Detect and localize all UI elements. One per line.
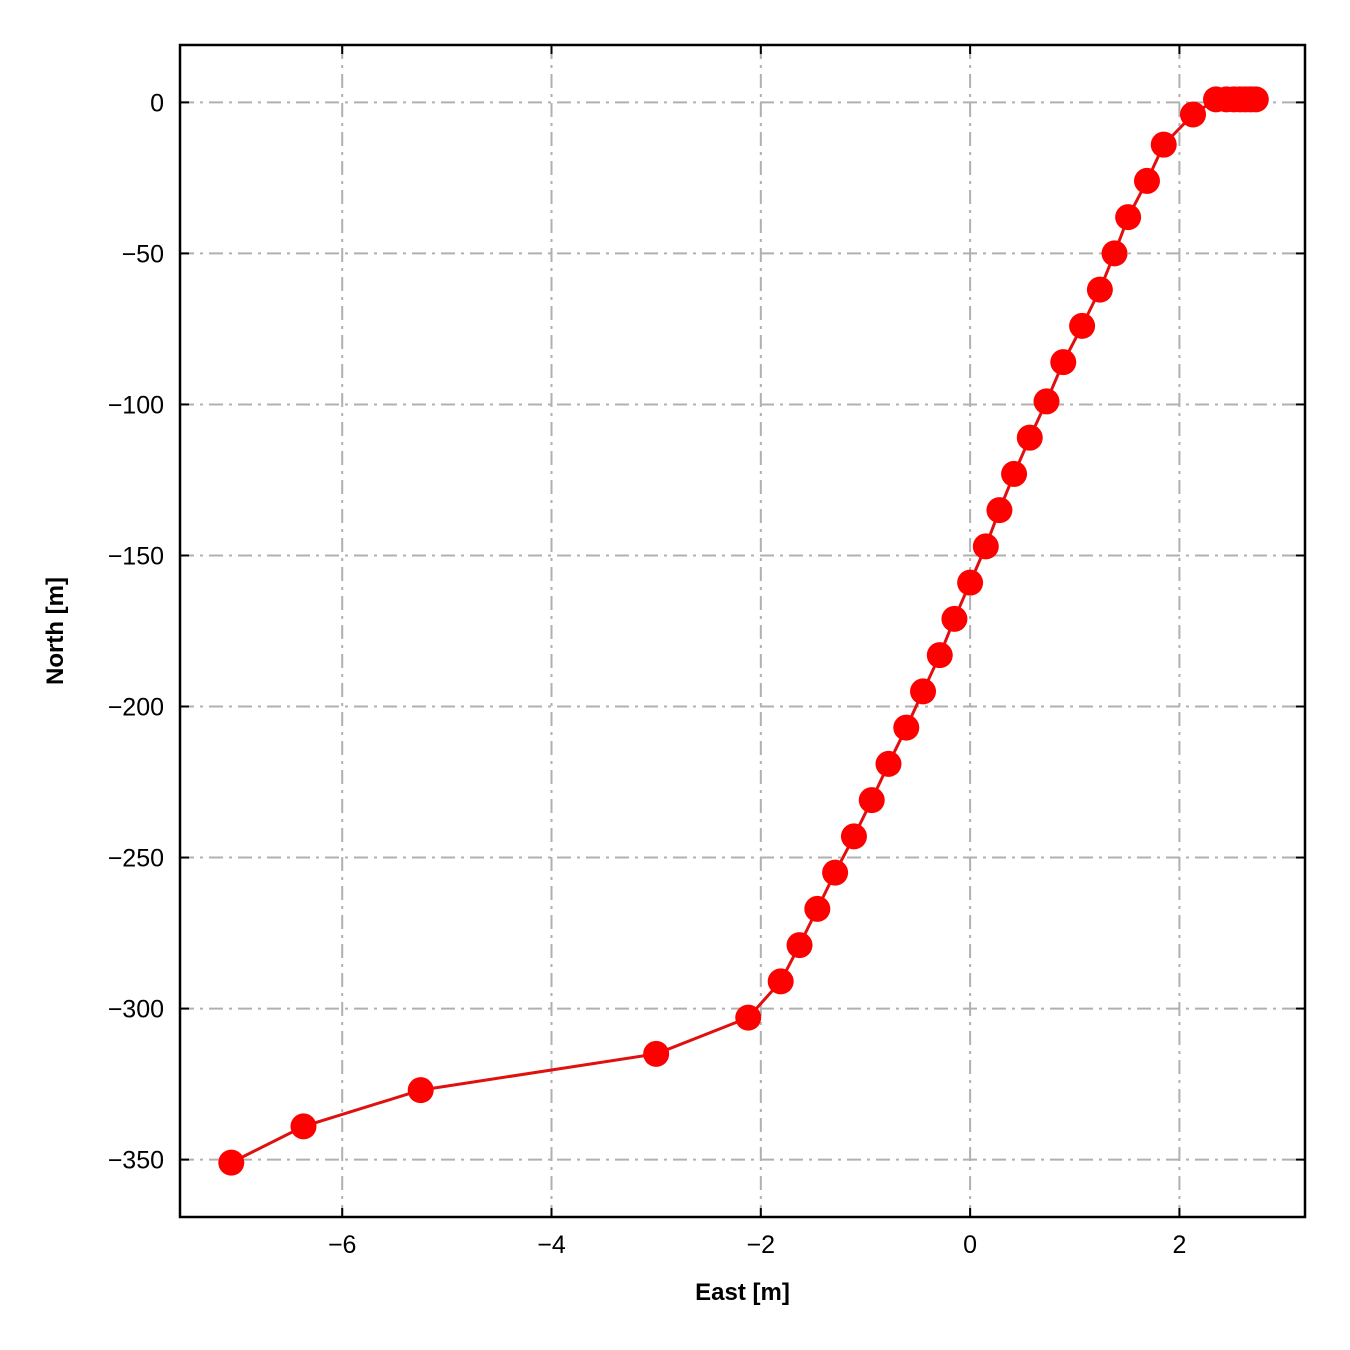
data-point xyxy=(926,642,953,669)
data-point xyxy=(804,895,831,922)
data-point xyxy=(290,1113,317,1140)
x-axis-label: East [m] xyxy=(695,1279,790,1306)
axis-ticks xyxy=(180,45,1305,1217)
data-point xyxy=(1133,167,1160,194)
plot-frame xyxy=(178,43,1307,1219)
data-point xyxy=(1180,101,1207,128)
data-point xyxy=(910,678,937,705)
data-point xyxy=(1001,460,1028,487)
x-tick-label: −2 xyxy=(747,1231,776,1259)
data-point xyxy=(735,1004,762,1031)
x-tick-label: 2 xyxy=(1172,1231,1186,1259)
y-tick-label: −350 xyxy=(108,1147,164,1175)
data-point xyxy=(1101,240,1128,267)
tick-labels: −6 −4 −2 0 2 0 −50 −100 −150 −200 −250 −300 −350 xyxy=(108,89,1187,1259)
y-tick-label: −150 xyxy=(108,542,164,570)
y-tick-label: −200 xyxy=(108,694,164,722)
x-tick-label: 0 xyxy=(963,1231,977,1259)
data-point xyxy=(218,1149,245,1176)
data-point xyxy=(407,1077,434,1104)
data-point xyxy=(1016,424,1043,451)
y-axis-label: North [m] xyxy=(42,577,69,685)
data-point xyxy=(822,859,849,886)
data-point xyxy=(875,750,902,777)
data-point xyxy=(972,533,999,560)
y-tick-label: −50 xyxy=(122,240,164,268)
data-point xyxy=(1086,276,1113,303)
series-group xyxy=(218,86,1269,1176)
data-point xyxy=(1242,86,1269,113)
y-tick-label: −250 xyxy=(108,845,164,873)
x-tick-label: −6 xyxy=(328,1231,357,1259)
y-tick-label: 0 xyxy=(150,89,164,117)
data-point xyxy=(840,823,867,850)
data-point xyxy=(893,714,920,741)
data-point xyxy=(1050,349,1077,376)
data-point xyxy=(767,968,794,995)
data-point xyxy=(941,605,968,632)
data-point xyxy=(1033,388,1060,415)
data-point xyxy=(957,569,984,596)
data-point xyxy=(1115,204,1142,231)
data-point xyxy=(986,497,1013,524)
data-point xyxy=(1069,312,1096,339)
y-tick-label: −300 xyxy=(108,996,164,1024)
data-point xyxy=(858,787,885,814)
data-point xyxy=(786,932,813,959)
series-line xyxy=(230,97,1256,1164)
x-tick-label: −4 xyxy=(537,1231,566,1259)
data-point xyxy=(1150,131,1177,158)
y-tick-label: −100 xyxy=(108,391,164,419)
data-point xyxy=(643,1040,670,1067)
